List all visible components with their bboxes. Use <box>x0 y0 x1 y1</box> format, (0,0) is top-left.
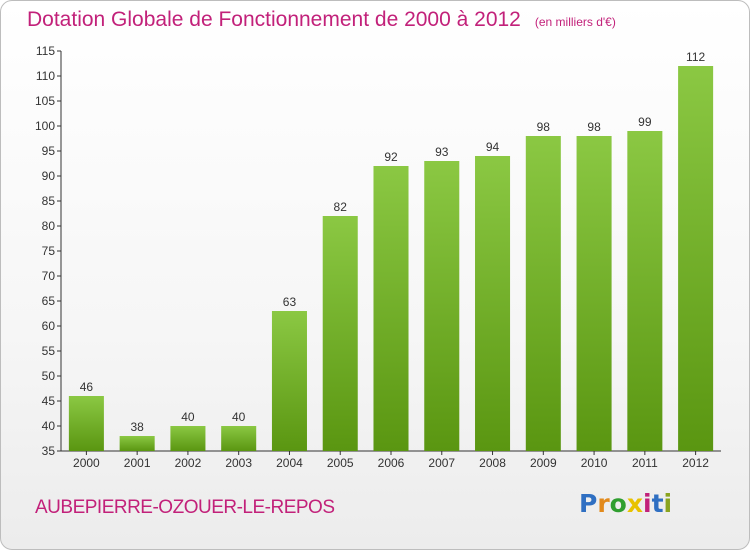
logo-letter: t <box>651 489 664 518</box>
bar-2000 <box>68 396 104 451</box>
place-name: AUBEPIERRE-OZOUER-LE-REPOS <box>35 497 335 518</box>
logo-letter: i <box>663 489 673 518</box>
x-tick-label: 2005 <box>327 456 354 470</box>
bar-2008 <box>475 156 511 451</box>
bar-2010 <box>576 136 612 451</box>
bar-value-label: 40 <box>232 410 246 424</box>
bar-2004 <box>271 311 307 451</box>
chart-title: Dotation Globale de Fonctionnement de 20… <box>27 8 616 32</box>
bar-value-label: 63 <box>283 295 297 309</box>
bar-2005 <box>322 216 358 451</box>
y-tick-label: 45 <box>42 394 56 408</box>
bar-2001 <box>119 436 155 451</box>
y-tick-label: 55 <box>42 344 56 358</box>
chart-bars: 46 38 40 40 63 82 92 93 94 98 98 99 112 <box>68 50 714 451</box>
bar-value-label: 112 <box>686 50 705 64</box>
bar-value-label: 99 <box>638 115 652 129</box>
logo-letter: o <box>609 489 627 518</box>
bar-2012 <box>678 66 714 451</box>
bar-2011 <box>627 131 663 451</box>
bar-value-label: 98 <box>537 120 551 134</box>
x-tick-label: 2011 <box>632 456 658 470</box>
x-tick-label: 2006 <box>378 456 405 470</box>
bar-value-label: 94 <box>486 140 500 154</box>
x-tick-label: 2001 <box>124 456 151 470</box>
bar-2006 <box>373 166 409 451</box>
y-tick-label: 60 <box>42 319 56 333</box>
x-tick-label: 2000 <box>73 456 100 470</box>
y-tick-label: 35 <box>42 444 56 458</box>
y-tick-label: 105 <box>35 94 55 108</box>
bar-2002 <box>170 426 206 451</box>
logo-letter: r <box>597 489 610 518</box>
logo-letter: i <box>643 489 652 518</box>
bar-2009 <box>525 136 561 451</box>
x-tick-label: 2003 <box>225 456 252 470</box>
y-tick-label: 40 <box>42 419 56 433</box>
logo-letter: x <box>626 489 643 518</box>
y-tick-label: 90 <box>42 169 56 183</box>
x-tick-label: 2009 <box>530 456 557 470</box>
chart-title-text: Dotation Globale de Fonctionnement de 20… <box>27 8 521 31</box>
x-tick-label: 2002 <box>175 456 202 470</box>
y-tick-label: 115 <box>36 44 55 58</box>
bar-value-label: 40 <box>181 410 195 424</box>
bar-value-label: 38 <box>130 420 144 434</box>
y-tick-label: 80 <box>42 219 56 233</box>
x-tick-label: 2008 <box>479 456 506 470</box>
bar-value-label: 98 <box>587 120 601 134</box>
y-tick-label: 110 <box>36 69 55 83</box>
chart-unit: (en milliers d'€) <box>534 15 616 29</box>
x-tick-label: 2010 <box>581 456 608 470</box>
y-tick-label: 95 <box>42 144 56 158</box>
y-tick-label: 50 <box>42 369 56 383</box>
x-tick-label: 2004 <box>276 456 303 470</box>
bar-2007 <box>424 161 460 451</box>
y-tick-label: 65 <box>42 294 56 308</box>
proxiti-logo[interactable]: Proxiti <box>579 489 672 518</box>
x-tick-label: 2007 <box>428 456 455 470</box>
bar-2003 <box>221 426 257 451</box>
bar-value-label: 93 <box>435 145 449 159</box>
bar-value-label: 46 <box>80 380 94 394</box>
bar-value-label: 82 <box>334 200 348 214</box>
x-tick-label: 2012 <box>682 456 709 470</box>
y-tick-label: 70 <box>42 269 56 283</box>
logo-letter: P <box>579 489 598 518</box>
y-tick-label: 85 <box>42 194 56 208</box>
y-tick-label: 75 <box>42 244 56 258</box>
bar-value-label: 92 <box>384 150 398 164</box>
y-tick-label: 100 <box>35 119 55 133</box>
